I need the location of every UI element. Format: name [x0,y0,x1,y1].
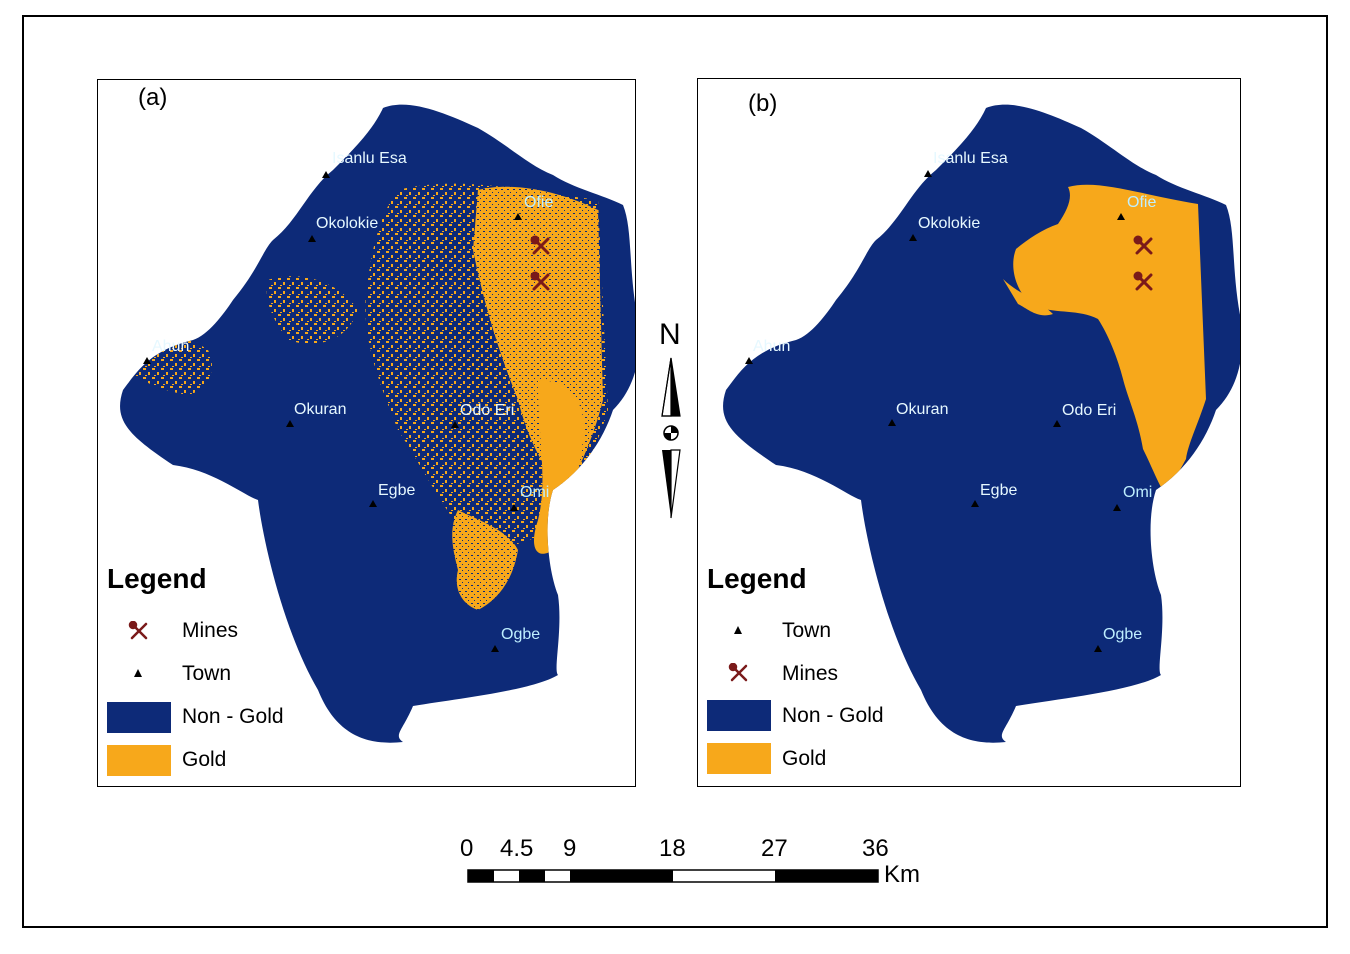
mines-b [1133,235,1153,291]
town-label: Omi [1123,484,1153,501]
legend-swatch-non-gold [707,700,771,731]
town-label: Egbe [980,482,1018,499]
town-label: Ofie [1127,194,1157,211]
legend-swatch-gold [707,743,771,774]
legend-title: Legend [107,563,207,594]
legend-item-gold: Gold [782,747,827,770]
panel-label: (b) [748,90,778,117]
mine-icon [530,235,550,255]
town-label: Egbe [378,482,416,499]
legend-item-non-gold: Non - Gold [182,705,284,728]
legend-swatch-non-gold [107,702,171,733]
town-label: Ahun [753,338,791,355]
gold-zones-b [1003,184,1206,499]
panel-label: (a) [138,84,168,111]
scale-tick-label: 4.5 [500,835,534,862]
scale-tick-label: 27 [761,835,788,862]
town-omi [1113,504,1121,511]
panel-a-map [120,104,635,743]
mine-icon [1133,271,1153,291]
map-frame [22,15,1328,928]
town-label: Okuran [294,401,347,418]
town-okuran [888,419,896,426]
town-label: Okolokie [316,215,379,232]
mine-icon [530,271,550,291]
mine-icon [728,663,748,682]
town-ahun [745,357,753,364]
north-arrow-icon [661,357,681,519]
mine-icon [128,621,148,640]
legend-item-town: Town [782,619,832,642]
town-ogbe [491,645,499,652]
town-label: Ogbe [501,626,541,643]
legend-title: Legend [707,563,807,594]
town-odo-eri [1053,420,1061,427]
scale-unit: Km [884,861,920,888]
town-ogbe [1094,645,1102,652]
town-label: Okuran [896,401,949,418]
town-label: Ahun [152,338,190,355]
mine-icon [1133,235,1153,255]
legend-item-mines: Mines [182,619,239,642]
north-label: N [659,318,681,351]
scale-tick-label: 18 [659,835,686,862]
legend-item-town: Town [182,662,232,685]
towns-b [745,170,1125,652]
town-label: Omi [520,484,550,501]
town-label: Ofie [524,194,554,211]
legend-item-mines: Mines [782,662,839,685]
triangle-icon [134,669,142,677]
town-okolokie [909,234,917,241]
town-isanlu-esa [322,171,330,178]
town-label: Okolokie [918,215,981,232]
town-label: Isanlu Esa [933,150,1008,167]
scale-tick-label: 9 [563,835,577,862]
town-label: Odo Eri [1062,402,1117,419]
map-panel-a: (a) Isanlu Esa Okolokie Ahun Okuran Odo … [97,79,636,787]
scale-bar [467,869,879,883]
map-panel-b: (b) Isanlu Esa Okolokie Ahun Okuran Odo … [697,78,1241,787]
town-odo-eri [451,421,459,428]
town-okolokie [308,235,316,242]
town-ofie [514,213,522,220]
town-label: Ogbe [1103,626,1143,643]
legend-item-gold: Gold [182,748,227,771]
town-egbe [971,500,979,507]
mines-a [530,235,550,291]
legend-swatch-gold [107,745,171,776]
town-label: Odo Eri [460,402,515,419]
town-label: Isanlu Esa [332,150,407,167]
town-isanlu-esa [924,170,932,177]
town-okuran [286,420,294,427]
town-ahun [143,357,151,364]
town-omi [510,504,518,511]
legend-item-non-gold: Non - Gold [782,704,884,727]
panel-b-map [723,104,1240,743]
towns-a [143,171,522,652]
scale-tick-label: 0 [460,835,474,862]
scale-tick-label: 36 [862,835,889,862]
triangle-icon [734,626,742,634]
town-egbe [369,500,377,507]
town-ofie [1117,213,1125,220]
